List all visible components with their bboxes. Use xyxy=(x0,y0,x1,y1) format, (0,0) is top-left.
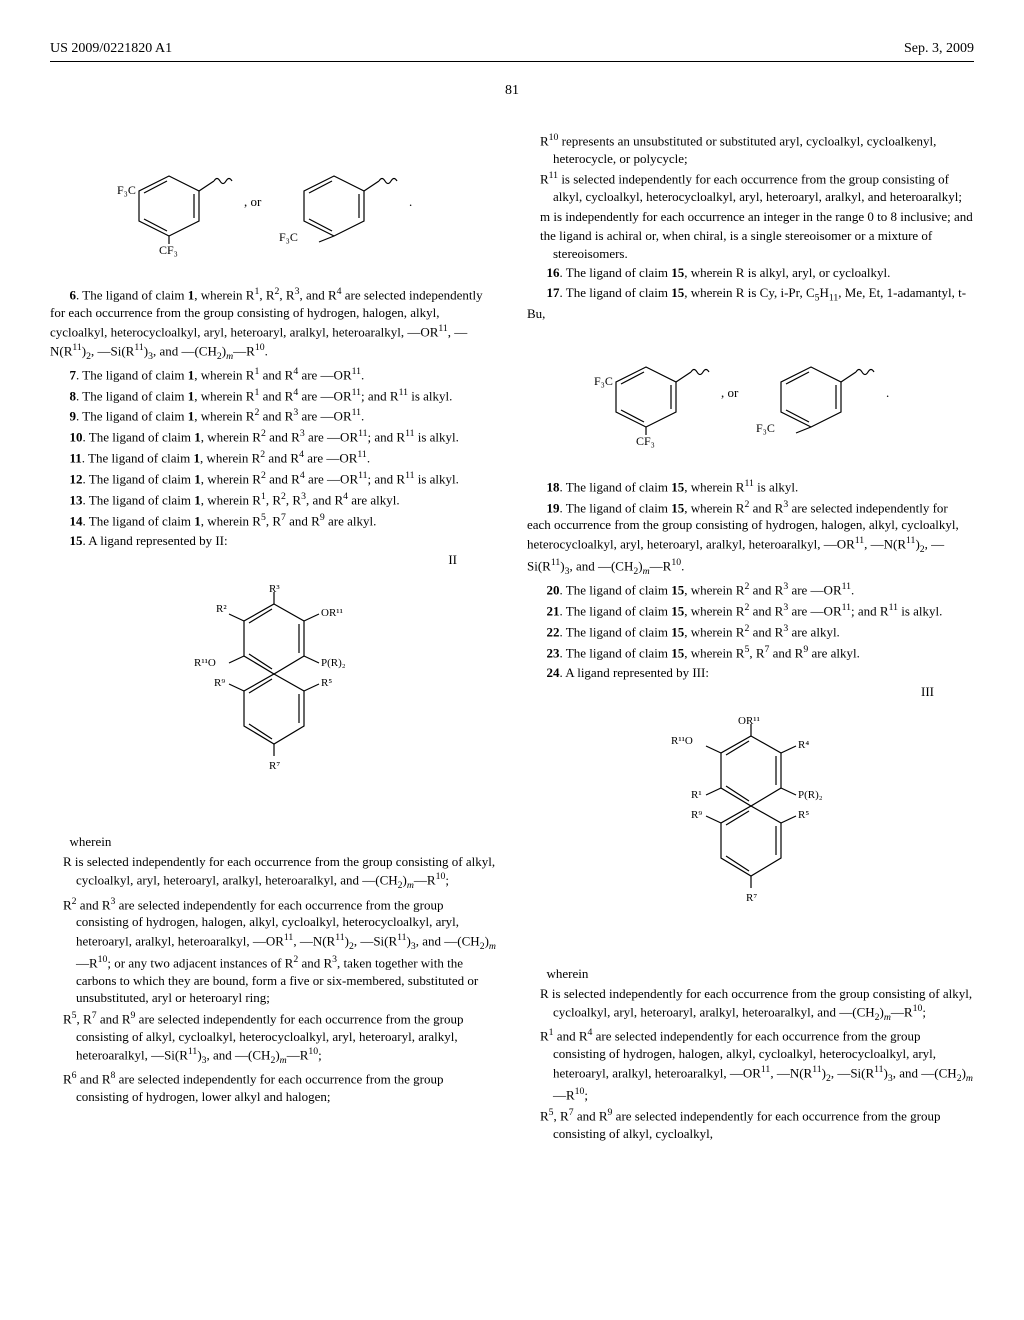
wherein-24-r14: R1 and R4 are selected independently for… xyxy=(527,1026,974,1103)
formula-label-ii: II xyxy=(50,551,497,569)
claim-14: 14. The ligand of claim 1, wherein R5, R… xyxy=(50,511,497,530)
label-r2: R² xyxy=(216,603,227,615)
publication-number: US 2009/0221820 A1 xyxy=(50,40,172,59)
label-r7-iii: R⁷ xyxy=(746,892,757,904)
claim-11: 11. The ligand of claim 1, wherein R2 an… xyxy=(50,448,497,467)
left-column: F₃C CF₃ , or F₃C . 6. The ligand xyxy=(50,131,497,1144)
claim-15: 15. A ligand represented by II: xyxy=(50,532,497,550)
label-pr2: P(R)₂ xyxy=(321,657,346,669)
claim-10: 10. The ligand of claim 1, wherein R2 an… xyxy=(50,427,497,446)
chiral-def: the ligand is achiral or, when chiral, i… xyxy=(527,227,974,262)
label-f3c-r: F₃C xyxy=(594,374,613,388)
claim-22: 22. The ligand of claim 15, wherein R2 a… xyxy=(527,622,974,641)
label-pr2-iii: P(R)₂ xyxy=(798,789,823,801)
label-r7: R⁷ xyxy=(269,760,280,772)
right-column: R10 represents an unsubstituted or subst… xyxy=(527,131,974,1144)
claim-20: 20. The ligand of claim 15, wherein R2 a… xyxy=(527,580,974,599)
r11-def: R11 is selected independently for each o… xyxy=(527,169,974,205)
wherein-15-r23: R2 and R3 are selected independently for… xyxy=(50,895,497,1007)
wherein-24-r579: R5, R7 and R9 are selected independently… xyxy=(527,1106,974,1142)
r10-def: R10 represents an unsubstituted or subst… xyxy=(527,131,974,167)
label-dot-r: . xyxy=(886,385,889,400)
label-or-r: , or xyxy=(721,385,739,400)
claim-18: 18. The ligand of claim 15, wherein R11 … xyxy=(527,477,974,496)
claim-12: 12. The ligand of claim 1, wherein R2 an… xyxy=(50,469,497,488)
wherein-15-r579: R5, R7 and R9 are selected independently… xyxy=(50,1009,497,1068)
label-f3c-b: F₃C xyxy=(279,230,298,244)
claim-7: 7. The ligand of claim 1, wherein R1 and… xyxy=(50,365,497,384)
label-r5: R⁵ xyxy=(321,677,332,689)
claim-23: 23. The ligand of claim 15, wherein R5, … xyxy=(527,643,974,662)
structure-aryl-pair-right: F₃C CF₃ , or F₃C . xyxy=(527,337,974,462)
label-r4-iii: R⁴ xyxy=(798,739,809,751)
publication-date: Sep. 3, 2009 xyxy=(904,40,974,59)
wherein-15: wherein xyxy=(70,833,498,851)
claim-24: 24. A ligand represented by III: xyxy=(527,664,974,682)
label-cf3-r: CF₃ xyxy=(636,434,655,448)
page-header: US 2009/0221820 A1 Sep. 3, 2009 xyxy=(50,40,974,62)
page-number: 81 xyxy=(50,82,974,101)
label-dot: . xyxy=(409,194,412,209)
wherein-24-r: R is selected independently for each occ… xyxy=(527,985,974,1025)
structure-iii: OR¹¹ R¹¹O R⁴ R¹ P(R)₂ R⁹ R⁵ R⁷ xyxy=(527,716,974,951)
claim-9: 9. The ligand of claim 1, wherein R2 and… xyxy=(50,406,497,425)
label-r3: R³ xyxy=(269,584,280,595)
wherein-15-r: R is selected independently for each occ… xyxy=(50,853,497,893)
claim-19: 19. The ligand of claim 15, wherein R2 a… xyxy=(527,498,974,579)
claim-16: 16. The ligand of claim 15, wherein R is… xyxy=(527,264,974,282)
label-or11: OR¹¹ xyxy=(321,607,343,619)
structure-ii: R³ R² OR¹¹ R¹¹O P(R)₂ R⁹ R⁵ R⁷ xyxy=(50,584,497,819)
label-r11o: R¹¹O xyxy=(194,657,216,669)
wherein-24: wherein xyxy=(547,965,975,983)
label-r11o-iii: R¹¹O xyxy=(671,735,693,747)
label-r1-iii: R¹ xyxy=(691,789,702,801)
claim-13: 13. The ligand of claim 1, wherein R1, R… xyxy=(50,490,497,509)
label-or11-iii: OR¹¹ xyxy=(738,716,760,727)
label-r5-iii: R⁵ xyxy=(798,809,809,821)
label-r9: R⁹ xyxy=(214,677,225,689)
wherein-15-r68: R6 and R8 are selected independently for… xyxy=(50,1069,497,1105)
structure-aryl-pair-left: F₃C CF₃ , or F₃C . xyxy=(50,146,497,271)
claim-8: 8. The ligand of claim 1, wherein R1 and… xyxy=(50,386,497,405)
label-or: , or xyxy=(244,194,262,209)
claim-21: 21. The ligand of claim 15, wherein R2 a… xyxy=(527,601,974,620)
claim-17: 17. The ligand of claim 15, wherein R is… xyxy=(527,284,974,322)
label-r9-iii: R⁹ xyxy=(691,809,702,821)
formula-label-iii: III xyxy=(527,683,974,701)
label-f3c: F₃C xyxy=(117,183,136,197)
label-cf3: CF₃ xyxy=(159,243,178,257)
m-def: m is independently for each occurrence a… xyxy=(527,208,974,226)
label-f3c-r2: F₃C xyxy=(756,421,775,435)
claim-6: 6. The ligand of claim 1, wherein R1, R2… xyxy=(50,285,497,362)
